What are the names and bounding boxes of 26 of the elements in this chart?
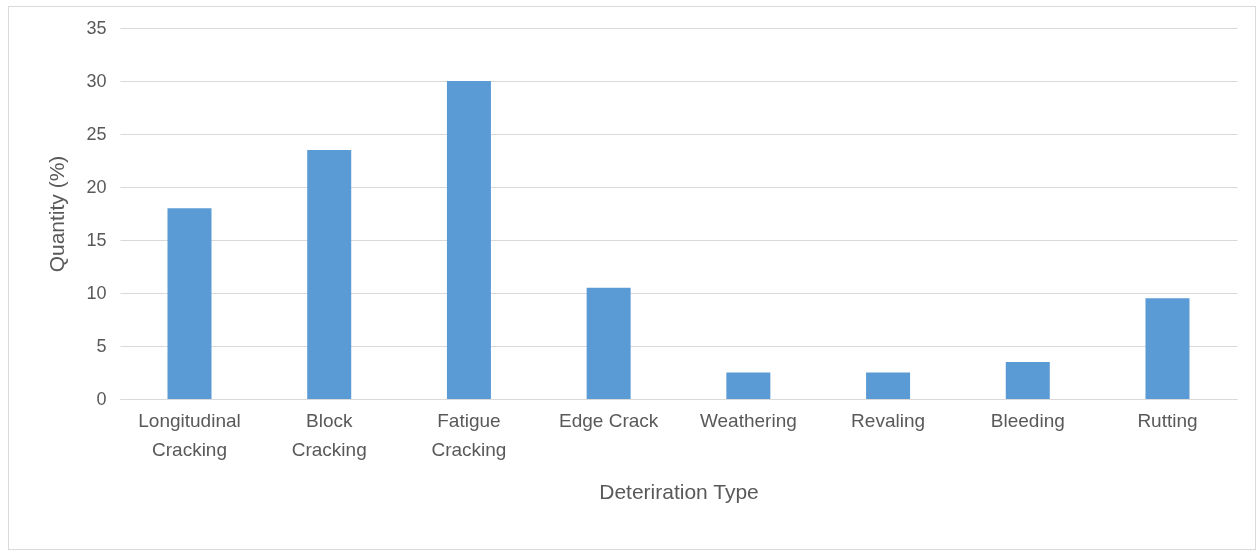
x-tick-label: Longitudinal Cracking <box>138 409 241 460</box>
y-tick-label: 0 <box>96 388 107 409</box>
y-tick-label: 5 <box>96 335 107 356</box>
x-tick-label: Edge Crack <box>559 409 659 431</box>
bar <box>167 208 212 399</box>
x-tick-label: Weathering <box>699 409 797 431</box>
bar <box>1005 361 1050 399</box>
bar <box>726 372 771 399</box>
y-axis-title: Quantity (%) <box>45 155 69 273</box>
y-tick-label: 25 <box>86 123 107 144</box>
bar <box>307 149 352 399</box>
x-tick-label: Revaling <box>851 409 926 431</box>
bar <box>1145 298 1190 399</box>
x-axis-title: Deteriration Type <box>599 479 759 503</box>
x-tick-label: Fatigue Cracking <box>431 409 507 460</box>
y-tick-label: 30 <box>86 70 107 91</box>
bar <box>586 287 631 399</box>
y-tick-label: 15 <box>86 229 107 250</box>
x-tick-label: Bleeding <box>990 409 1065 431</box>
bar <box>446 81 491 399</box>
x-tick-label: Rutting <box>1137 409 1198 431</box>
bar <box>866 372 911 399</box>
y-tick-label: 35 <box>86 17 107 38</box>
x-tick-label: Block Cracking <box>291 409 367 460</box>
y-tick-label: 10 <box>86 282 107 303</box>
y-tick-label: 20 <box>86 176 107 197</box>
